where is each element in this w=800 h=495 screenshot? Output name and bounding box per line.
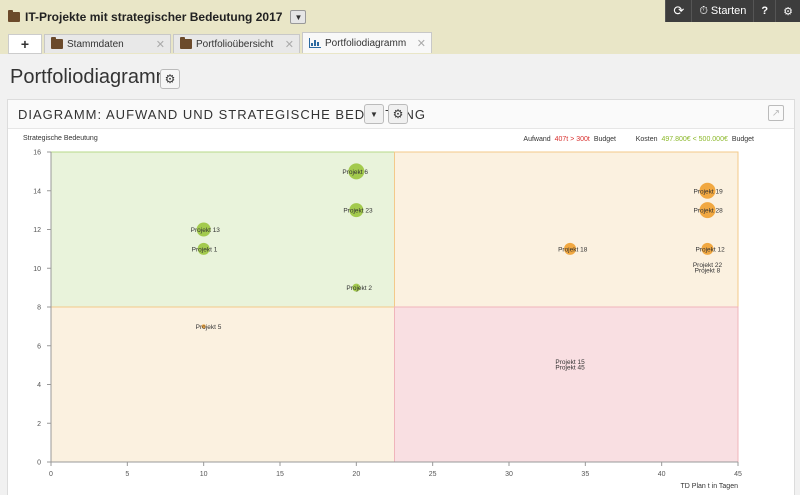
aufwand-legend: Aufwand 407t > 300t Budget (523, 136, 616, 143)
x-tick-label: 25 (429, 471, 437, 478)
data-point-label: Projekt 1 (192, 246, 218, 253)
tab-bar: + Stammdaten ✕ Portfolioübersicht ✕ Port… (8, 32, 434, 54)
export-icon[interactable]: ↗ (768, 105, 784, 121)
app-menu-dropdown[interactable]: ▼ (290, 10, 307, 24)
y-tick-label: 2 (37, 421, 41, 428)
y-tick-label: 4 (37, 382, 41, 389)
x-tick-label: 5 (125, 471, 129, 478)
diagram-settings-button[interactable]: ⚙ (388, 104, 408, 124)
data-point (699, 202, 716, 219)
chevron-down-icon: ▼ (370, 109, 378, 119)
kosten-label: Kosten (636, 136, 658, 143)
portfolio-chart: 0 5 10 15 20 25 30 35 40 45 0 2 4 6 8 10 12 14 16 Projekt … (23, 135, 754, 490)
refresh-button[interactable]: ⟳ (665, 0, 691, 22)
settings-button[interactable]: ⚙ (775, 0, 800, 22)
close-icon[interactable]: ✕ (416, 37, 426, 50)
data-point (352, 283, 361, 292)
data-point-label: Projekt 23 (343, 208, 373, 215)
tab-label: Portfolioübersicht (196, 38, 274, 50)
y-tick-label: 10 (33, 266, 41, 273)
data-point (196, 222, 211, 237)
diagram-panel: DIAGRAMM: AUFWAND UND STRATEGISCHE BEDEU… (7, 99, 795, 495)
x-tick-label: 10 (200, 471, 208, 478)
page-title: Portfoliodiagramm (10, 66, 173, 88)
x-tick-label: 15 (276, 471, 284, 478)
y-tick-label: 6 (37, 343, 41, 350)
app-title-area: IT-Projekte mit strategischer Bedeutung … (8, 10, 307, 24)
panel-header: DIAGRAMM: AUFWAND UND STRATEGISCHE BEDEU… (8, 100, 794, 129)
data-point (348, 163, 365, 180)
y-tick-label: 16 (33, 150, 41, 157)
data-point-label: Projekt 19 (693, 188, 723, 195)
add-tab-button[interactable]: + (8, 34, 42, 54)
folder-icon (51, 37, 63, 49)
kosten-suffix: Budget (732, 136, 754, 143)
data-point-label: Projekt 15 (555, 359, 585, 366)
data-point-label: Projekt 22 (693, 262, 723, 269)
data-point (699, 182, 716, 199)
data-point-label: Projekt 45 (555, 365, 585, 372)
data-point-label: Projekt 8 (695, 268, 721, 275)
x-tick-label: 20 (352, 471, 360, 478)
y-tick-label: 14 (33, 188, 41, 195)
data-point-label: Projekt 12 (695, 246, 725, 253)
tab-stammdaten[interactable]: Stammdaten ✕ (44, 34, 171, 53)
quadrant-bottom-right (394, 306, 739, 463)
folder-icon (180, 37, 192, 49)
top-right-toolbar: ⟳ ⏱ Starten ? ⚙ (665, 0, 800, 22)
close-icon[interactable]: ✕ (155, 38, 165, 51)
app-title: IT-Projekte mit strategischer Bedeutung … (25, 10, 283, 24)
x-tick-label: 45 (734, 471, 742, 478)
start-label: Starten (710, 5, 747, 17)
page-settings-button[interactable]: ⚙ (160, 69, 180, 89)
y-tick-label: 8 (37, 305, 41, 312)
data-point-label: Projekt 6 (342, 169, 368, 176)
tab-label: Portfoliodiagramm (325, 37, 407, 49)
tab-portfoliodiagramm[interactable]: Portfoliodiagramm ✕ (302, 32, 432, 53)
gear-icon: ⚙ (783, 5, 793, 18)
diagram-type-dropdown[interactable]: ▼ (364, 104, 384, 124)
folder-icon (8, 10, 20, 22)
x-tick-label: 30 (505, 471, 513, 478)
data-point (701, 242, 714, 255)
quadrant-top-left (50, 151, 395, 308)
x-axis-label: TD Plan t in Tagen (681, 483, 739, 490)
chart-icon (309, 38, 321, 48)
data-point-label: Projekt 13 (191, 227, 221, 234)
panel-title: DIAGRAMM: AUFWAND UND STRATEGISCHE BEDEU… (18, 107, 427, 122)
refresh-icon: ⟳ (673, 3, 685, 18)
data-point-label: Projekt 2 (346, 285, 372, 292)
top-bar: IT-Projekte mit strategischer Bedeutung … (0, 0, 800, 54)
kosten-legend: Kosten 497.800€ < 500.000€ Budget (636, 136, 754, 143)
gear-icon: ⚙ (164, 72, 176, 86)
quadrant-top-right (394, 151, 739, 308)
plus-icon: + (20, 36, 30, 52)
data-point (197, 242, 210, 255)
tab-portfoliouebersicht[interactable]: Portfolioübersicht ✕ (173, 34, 300, 53)
data-point-label: Projekt 5 (196, 324, 222, 331)
y-tick-label: 0 (37, 460, 41, 467)
x-tick-label: 0 (49, 471, 53, 478)
help-label: ? (761, 5, 769, 17)
close-icon[interactable]: ✕ (284, 38, 294, 51)
help-button[interactable]: ? (753, 0, 775, 22)
gear-icon: ⚙ (392, 107, 404, 121)
kosten-value: 497.800€ < 500.000€ (661, 136, 727, 143)
x-tick-label: 35 (581, 471, 589, 478)
quadrant-bottom-left (50, 306, 395, 463)
data-point (349, 203, 364, 218)
data-point (564, 242, 577, 255)
start-button[interactable]: ⏱ Starten (691, 0, 753, 22)
y-tick-label: 12 (33, 227, 41, 234)
data-point-label: Projekt 28 (693, 208, 723, 215)
tab-label: Stammdaten (67, 38, 124, 50)
data-point (201, 324, 206, 329)
aufwand-suffix: Budget (594, 136, 616, 143)
y-axis-label: Strategische Bedeutung (23, 135, 98, 142)
timer-icon: ⏱ (699, 4, 708, 17)
data-point-label: Projekt 18 (558, 246, 588, 253)
aufwand-label: Aufwand (523, 136, 550, 143)
aufwand-value: 407t > 300t (555, 136, 590, 143)
x-tick-label: 40 (658, 471, 666, 478)
